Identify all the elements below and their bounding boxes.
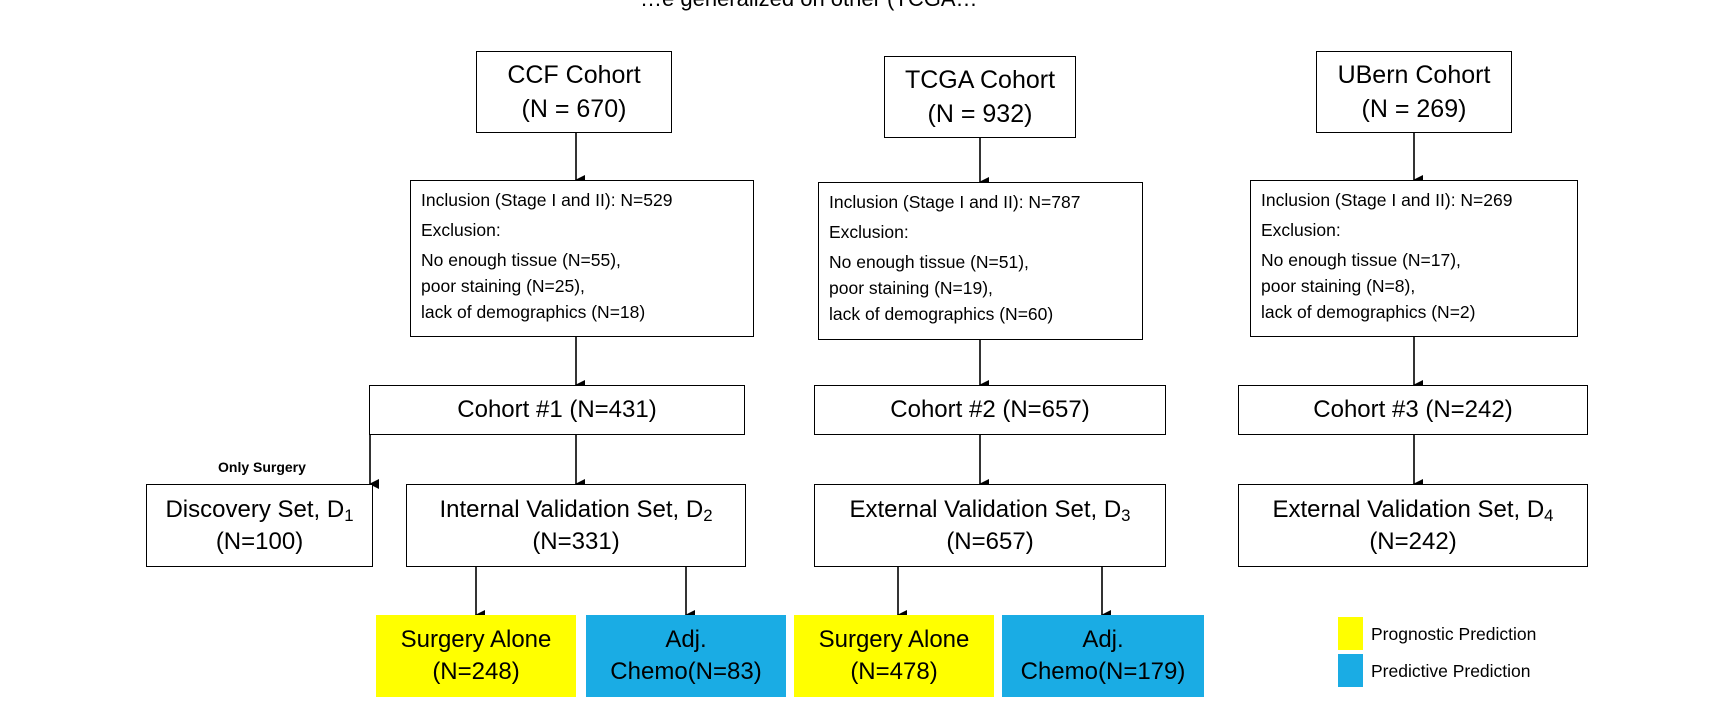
ccf-exclusion-item: lack of demographics (N=18) <box>421 302 646 322</box>
ccf-inclusion: Inclusion (Stage I and II): N=529 <box>421 190 673 210</box>
ubern-exclusion-title: Exclusion: <box>1261 220 1341 240</box>
tcga-adj-chemo-n: Chemo(N=179) <box>1020 658 1186 685</box>
ubern-cohort-box: UBern Cohort (N = 269) <box>1316 51 1512 133</box>
cohort-2-label: Cohort #2 (N=657) <box>890 396 1090 423</box>
ccf-adj-chemo-title: Adj. <box>665 626 707 653</box>
tcga-cohort-n: (N = 932) <box>927 100 1033 128</box>
legend-predictive-label: Predictive Prediction <box>1371 661 1531 681</box>
external-validation-d4-box: External Validation Set, D4 (N=242) <box>1238 484 1588 567</box>
tcga-adj-chemo-box: Adj. Chemo(N=179) <box>1002 615 1204 697</box>
ccf-cohort-box: CCF Cohort (N = 670) <box>476 51 672 133</box>
ccf-adj-chemo-box: Adj. Chemo(N=83) <box>586 615 786 697</box>
internal-validation-n: (N=331) <box>532 527 620 555</box>
tcga-exclusion-item: No enough tissue (N=51), <box>829 252 1029 272</box>
ccf-adj-chemo-n: Chemo(N=83) <box>610 658 762 685</box>
legend-prognostic-label: Prognostic Prediction <box>1371 624 1537 644</box>
discovery-set-n: (N=100) <box>215 527 304 555</box>
only-surgery-label: Only Surgery <box>218 459 306 475</box>
cropped-header-text: …e generalized on other (TCGA… <box>640 0 978 12</box>
external-validation-d3-box: External Validation Set, D3 (N=657) <box>814 484 1166 567</box>
ccf-surgery-alone-n: (N=248) <box>432 658 520 685</box>
ubern-inclusion: Inclusion (Stage I and II): N=269 <box>1261 190 1513 210</box>
cohort-2-box: Cohort #2 (N=657) <box>814 385 1166 435</box>
tcga-exclusion-title: Exclusion: <box>829 222 909 242</box>
external-validation-d3-n: (N=657) <box>946 527 1034 555</box>
cohort-1-box: Cohort #1 (N=431) <box>369 385 745 435</box>
ccf-exclusion-item: No enough tissue (N=55), <box>421 250 621 270</box>
external-validation-d4-name: External Validation Set, D4 <box>1272 495 1554 525</box>
internal-validation-name: Internal Validation Set, D2 <box>439 495 713 525</box>
legend-predictive-swatch <box>1338 654 1363 687</box>
ubern-cohort-title: UBern Cohort <box>1337 61 1491 89</box>
external-validation-d4-n: (N=242) <box>1369 527 1457 555</box>
ccf-exclusion-item: poor staining (N=25), <box>421 276 585 296</box>
tcga-surgery-alone-n: (N=478) <box>850 658 938 685</box>
tcga-surgery-alone-box: Surgery Alone (N=478) <box>794 615 994 697</box>
tcga-surgery-alone-title: Surgery Alone <box>818 626 970 653</box>
tcga-exclusion-item: poor staining (N=19), <box>829 278 993 298</box>
tcga-cohort-box: TCGA Cohort (N = 932) <box>884 56 1076 138</box>
ccf-cohort-title: CCF Cohort <box>507 61 641 89</box>
legend-prognostic-swatch <box>1338 617 1363 650</box>
internal-validation-box: Internal Validation Set, D2 (N=331) <box>406 484 746 567</box>
ubern-exclusion-item: No enough tissue (N=17), <box>1261 250 1461 270</box>
ubern-exclusion-item: poor staining (N=8), <box>1261 276 1416 296</box>
ccf-cohort-n: (N = 670) <box>521 95 627 123</box>
ubern-cohort-n: (N = 269) <box>1361 95 1467 123</box>
tcga-inclusion: Inclusion (Stage I and II): N=787 <box>829 192 1081 212</box>
ccf-surgery-alone-box: Surgery Alone (N=248) <box>376 615 576 697</box>
cohort-1-label: Cohort #1 (N=431) <box>457 396 657 423</box>
discovery-set-name: Discovery Set, D1 <box>165 495 354 525</box>
ccf-criteria-box: Inclusion (Stage I and II): N=529 Exclus… <box>410 180 754 337</box>
tcga-adj-chemo-title: Adj. <box>1082 626 1124 653</box>
ccf-exclusion-title: Exclusion: <box>421 220 501 240</box>
tcga-exclusion-item: lack of demographics (N=60) <box>829 304 1054 324</box>
cohort-3-box: Cohort #3 (N=242) <box>1238 385 1588 435</box>
tcga-cohort-title: TCGA Cohort <box>904 66 1056 94</box>
ccf-surgery-alone-title: Surgery Alone <box>400 626 552 653</box>
ubern-criteria-box: Inclusion (Stage I and II): N=269 Exclus… <box>1250 180 1578 337</box>
discovery-set-box: Discovery Set, D1 (N=100) <box>146 484 373 567</box>
cohort-3-label: Cohort #3 (N=242) <box>1313 396 1513 423</box>
external-validation-d3-name: External Validation Set, D3 <box>849 495 1131 525</box>
tcga-criteria-box: Inclusion (Stage I and II): N=787 Exclus… <box>818 182 1143 340</box>
ubern-exclusion-item: lack of demographics (N=2) <box>1261 302 1476 322</box>
